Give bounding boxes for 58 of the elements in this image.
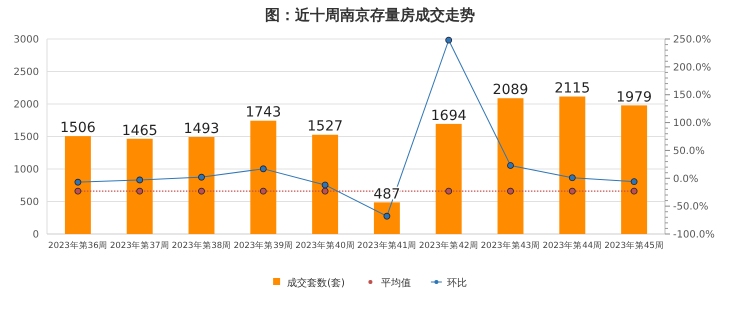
y-tick-label: 0 bbox=[32, 230, 39, 240]
data-label: 1506 bbox=[60, 120, 96, 136]
y2-tick-label: 50.0% bbox=[673, 146, 705, 157]
y-tick-label: 2000 bbox=[14, 100, 39, 110]
bar bbox=[126, 138, 153, 234]
point bbox=[630, 178, 638, 186]
bar bbox=[559, 96, 586, 234]
chart-title: 图：近十周南京存量房成交走势 bbox=[265, 6, 475, 24]
data-label: 1493 bbox=[184, 120, 220, 137]
bar bbox=[436, 124, 462, 234]
point bbox=[507, 162, 514, 169]
data-label: 1694 bbox=[430, 108, 467, 124]
y2-tick-label: -100.0% bbox=[673, 230, 715, 240]
bar bbox=[498, 98, 524, 234]
x-tick-label: 2023年第37周 bbox=[110, 240, 170, 251]
legend-label: 环比 bbox=[446, 277, 467, 289]
y-tick-label: 2500 bbox=[14, 67, 39, 78]
point bbox=[322, 182, 328, 188]
legend-label: 平均值 bbox=[380, 277, 411, 289]
y2-tick-label: 150.0% bbox=[673, 90, 712, 102]
y2-tick-label: 200.0% bbox=[673, 62, 712, 74]
data-label: 1465 bbox=[122, 122, 158, 139]
y2-tick-label: 100.0% bbox=[673, 118, 712, 130]
y-tick-label: 500 bbox=[20, 197, 39, 208]
x-tick-label: 2023年第42周 bbox=[418, 240, 478, 251]
x-tick-label: 2023年第40周 bbox=[295, 240, 355, 251]
y-tick-label: 1000 bbox=[14, 164, 39, 176]
x-tick-label: 2023年第41周 bbox=[357, 240, 417, 251]
y-tick-label: 1500 bbox=[14, 132, 39, 143]
x-tick-label: 2023年第38周 bbox=[172, 240, 232, 251]
y-tick-label: 3000 bbox=[14, 34, 39, 46]
x-tick-label: 2023年第44周 bbox=[542, 240, 602, 251]
y2-tick-label: 0.0% bbox=[673, 174, 698, 185]
bar bbox=[621, 105, 648, 234]
point bbox=[198, 174, 205, 181]
bar bbox=[374, 202, 400, 234]
point bbox=[260, 165, 267, 172]
point bbox=[384, 212, 390, 220]
point bbox=[445, 36, 452, 44]
bar bbox=[64, 136, 91, 234]
data-label: 2115 bbox=[554, 80, 590, 97]
y2-tick-label: -50.0% bbox=[673, 202, 708, 213]
data-label: 1527 bbox=[307, 118, 343, 135]
y2-tick-label: 250.0% bbox=[673, 34, 712, 46]
data-label: 1743 bbox=[245, 104, 282, 121]
x-tick-label: 2023年第39周 bbox=[234, 240, 294, 251]
x-tick-label: 2023年第43周 bbox=[480, 240, 540, 251]
legend-label: 成交套数(套) bbox=[287, 277, 345, 289]
x-tick-label: 2023年第36周 bbox=[48, 240, 108, 251]
point bbox=[74, 178, 82, 186]
data-label: 1979 bbox=[616, 89, 652, 106]
point bbox=[136, 176, 144, 184]
bar bbox=[188, 136, 214, 234]
bar bbox=[312, 134, 338, 234]
point bbox=[568, 174, 576, 182]
x-tick-label: 2023年第45周 bbox=[604, 240, 664, 251]
bar bbox=[250, 120, 276, 234]
data-label: 2089 bbox=[492, 82, 528, 98]
